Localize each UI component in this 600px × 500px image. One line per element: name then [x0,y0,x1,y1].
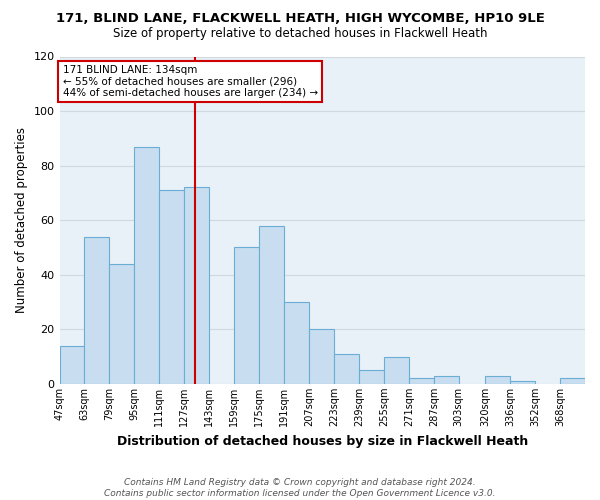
Text: 171 BLIND LANE: 134sqm
← 55% of detached houses are smaller (296)
44% of semi-de: 171 BLIND LANE: 134sqm ← 55% of detached… [62,64,318,98]
Bar [234,248,259,384]
Bar [284,302,309,384]
Bar [334,354,359,384]
Bar [485,376,510,384]
Bar [109,264,134,384]
Bar [510,381,535,384]
Bar [384,356,409,384]
Y-axis label: Number of detached properties: Number of detached properties [15,127,28,313]
Bar [359,370,384,384]
Bar [85,236,109,384]
Text: Contains HM Land Registry data © Crown copyright and database right 2024.
Contai: Contains HM Land Registry data © Crown c… [104,478,496,498]
Bar [160,190,184,384]
Bar [434,376,459,384]
Text: 171, BLIND LANE, FLACKWELL HEATH, HIGH WYCOMBE, HP10 9LE: 171, BLIND LANE, FLACKWELL HEATH, HIGH W… [56,12,544,26]
Bar [309,330,334,384]
Bar [134,146,160,384]
X-axis label: Distribution of detached houses by size in Flackwell Heath: Distribution of detached houses by size … [116,434,528,448]
Bar [259,226,284,384]
Bar [59,346,85,384]
Bar [560,378,585,384]
Bar [409,378,434,384]
Bar [184,188,209,384]
Text: Size of property relative to detached houses in Flackwell Heath: Size of property relative to detached ho… [113,28,487,40]
